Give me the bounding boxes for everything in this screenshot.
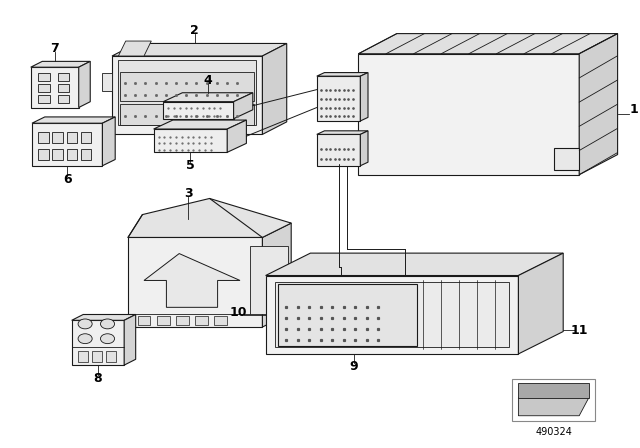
Text: 490324: 490324: [535, 427, 572, 437]
Polygon shape: [554, 148, 579, 170]
Polygon shape: [118, 60, 256, 125]
Bar: [157, 316, 170, 325]
Text: 4: 4: [204, 73, 212, 87]
Polygon shape: [262, 223, 291, 327]
Bar: [52, 149, 63, 160]
Polygon shape: [360, 73, 368, 121]
Polygon shape: [358, 34, 618, 54]
Bar: [38, 84, 50, 92]
Polygon shape: [266, 276, 518, 354]
Polygon shape: [518, 398, 589, 416]
Circle shape: [78, 319, 92, 329]
Polygon shape: [72, 320, 124, 365]
Polygon shape: [358, 54, 579, 175]
Bar: [58, 84, 69, 92]
Bar: [38, 73, 50, 81]
Bar: [81, 132, 91, 143]
Polygon shape: [317, 131, 368, 134]
Polygon shape: [72, 314, 136, 320]
Circle shape: [100, 319, 115, 329]
Bar: [81, 149, 91, 160]
Polygon shape: [154, 129, 227, 152]
Polygon shape: [118, 41, 151, 56]
Bar: [78, 351, 88, 362]
Bar: [38, 149, 49, 160]
Polygon shape: [579, 34, 618, 175]
Polygon shape: [262, 43, 287, 134]
Bar: [92, 351, 102, 362]
Bar: [106, 351, 116, 362]
Polygon shape: [317, 73, 368, 76]
Polygon shape: [120, 72, 254, 101]
Circle shape: [78, 334, 92, 344]
Polygon shape: [32, 117, 115, 123]
Polygon shape: [128, 237, 262, 327]
Polygon shape: [518, 383, 589, 398]
Text: 5: 5: [186, 159, 195, 172]
Polygon shape: [360, 131, 368, 166]
Polygon shape: [144, 254, 240, 307]
Text: 1: 1: [629, 103, 638, 116]
Bar: [67, 132, 77, 143]
Polygon shape: [518, 253, 563, 354]
Polygon shape: [234, 93, 253, 119]
Bar: [195, 316, 208, 325]
Polygon shape: [32, 123, 102, 166]
Bar: [58, 73, 69, 81]
Text: 8: 8: [93, 372, 102, 385]
Polygon shape: [31, 67, 79, 108]
Polygon shape: [275, 282, 509, 347]
Bar: [38, 132, 49, 143]
Polygon shape: [128, 223, 291, 237]
Polygon shape: [163, 93, 253, 102]
Polygon shape: [154, 120, 246, 129]
Bar: [138, 316, 150, 325]
Bar: [38, 95, 50, 103]
Polygon shape: [317, 76, 360, 121]
Polygon shape: [124, 314, 136, 365]
Bar: [58, 95, 69, 103]
Text: 3: 3: [184, 187, 193, 201]
Polygon shape: [317, 134, 360, 166]
Polygon shape: [102, 73, 112, 91]
Polygon shape: [227, 120, 246, 152]
Polygon shape: [102, 117, 115, 166]
Text: 10: 10: [230, 306, 248, 319]
Polygon shape: [112, 56, 262, 134]
Text: 7: 7: [51, 42, 59, 56]
Bar: [67, 149, 77, 160]
Polygon shape: [278, 284, 417, 346]
Polygon shape: [128, 198, 291, 237]
Bar: [176, 316, 189, 325]
Text: 6: 6: [63, 172, 72, 186]
Polygon shape: [79, 61, 90, 108]
Polygon shape: [266, 253, 563, 276]
Polygon shape: [112, 43, 287, 56]
Polygon shape: [120, 104, 254, 125]
Bar: [52, 132, 63, 143]
Polygon shape: [250, 246, 288, 314]
Text: 9: 9: [350, 360, 358, 373]
Text: 11: 11: [570, 324, 588, 337]
Bar: [512, 379, 595, 421]
Bar: [214, 316, 227, 325]
Circle shape: [100, 334, 115, 344]
Polygon shape: [31, 61, 90, 67]
Text: 2: 2: [190, 23, 199, 37]
Polygon shape: [163, 102, 234, 119]
